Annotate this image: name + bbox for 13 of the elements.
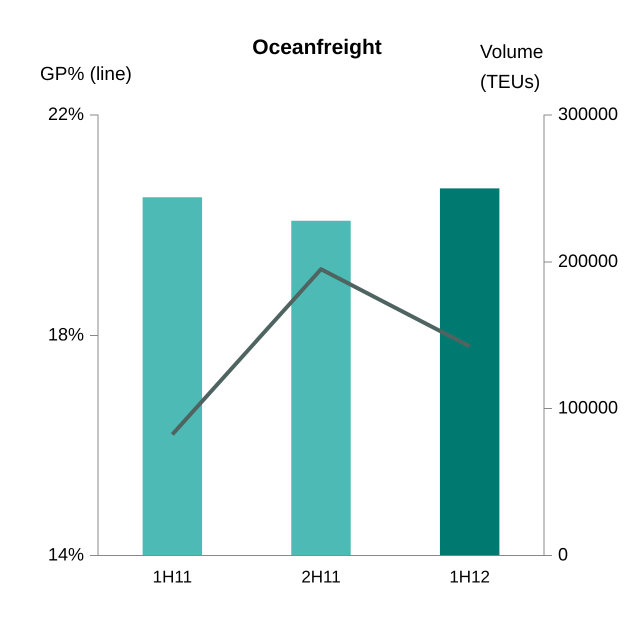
chart-title: Oceanfreight bbox=[252, 36, 382, 59]
y-tick-label: 14% bbox=[48, 544, 84, 565]
y-tick-label: 18% bbox=[48, 324, 84, 344]
y-axis-title: GP% (line) bbox=[40, 64, 132, 86]
x-tick-label: 1H12 bbox=[449, 567, 490, 586]
y2-tick-label: 200000 bbox=[558, 250, 618, 271]
y2-tick-label: 300000 bbox=[558, 104, 618, 124]
y2-axis-title: Volume (TEUs) bbox=[480, 41, 544, 95]
y-tick-label: 22% bbox=[48, 104, 84, 124]
x-tick-label: 1H11 bbox=[152, 567, 192, 586]
y2-tick-label: 0 bbox=[558, 544, 568, 565]
x-tick-label: 2H11 bbox=[301, 567, 341, 586]
y2-tick-label: 100000 bbox=[558, 398, 618, 418]
